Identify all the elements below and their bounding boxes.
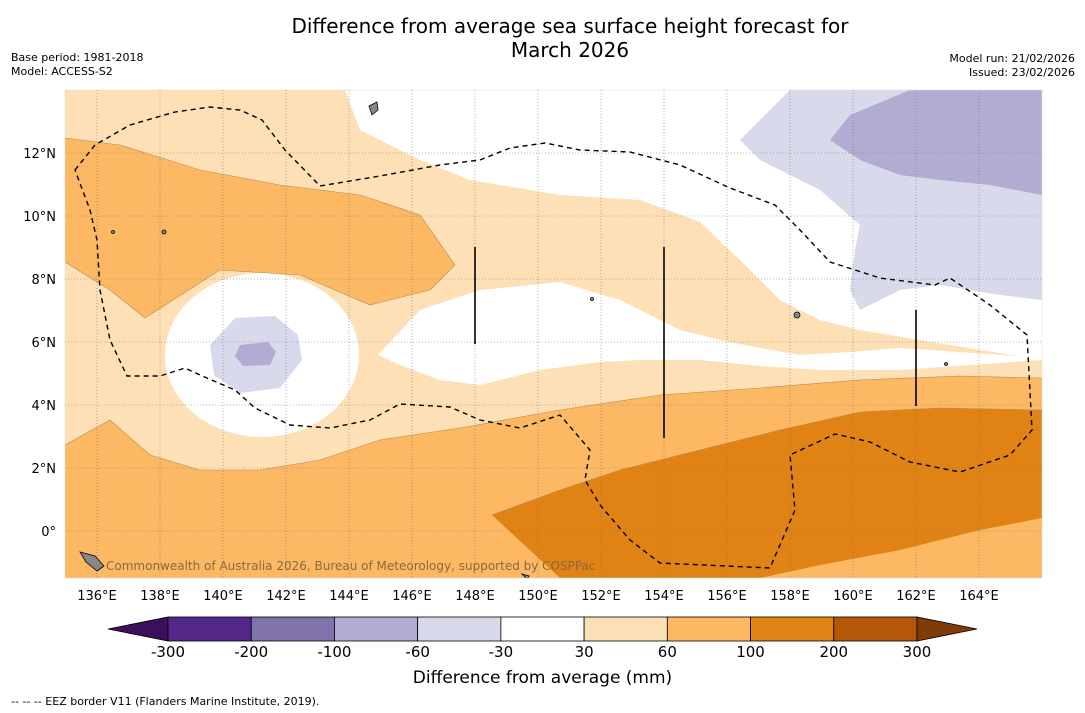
lon-tick-label: 138°E xyxy=(140,589,180,604)
colorbar-segment xyxy=(833,616,918,642)
lon-tick-label: 158°E xyxy=(770,589,810,604)
colorbar-segment xyxy=(750,616,835,642)
base-period: Base period: 1981-2018 xyxy=(11,51,144,64)
lon-tick-label: 150°E xyxy=(518,589,558,604)
title-line-2: March 2026 xyxy=(510,38,630,62)
colorbar-segment xyxy=(417,616,502,642)
title-line-1: Difference from average sea surface heig… xyxy=(291,14,849,38)
eez-legend-note: -- -- -- EEZ border V11 (Flanders Marine… xyxy=(11,695,320,708)
islands xyxy=(79,101,948,578)
anomaly-band-neg-60-100 xyxy=(830,90,1042,195)
model-run: Model run: 21/02/2026 xyxy=(949,52,1075,65)
colorbar-title: Difference from average (mm) xyxy=(412,668,673,688)
lon-tick-label: 148°E xyxy=(455,589,495,604)
model-run-info: Model run: 21/02/2026 Issued: 23/02/2026 xyxy=(949,52,1075,80)
anomaly-band-100-200 xyxy=(492,408,1042,578)
lat-tick-label: 4°N xyxy=(32,399,57,414)
anomaly-band-60-100 xyxy=(65,138,455,318)
map-field xyxy=(65,90,1042,578)
colorbar-tick-label: 30 xyxy=(574,643,594,661)
lon-tick-label: 156°E xyxy=(707,589,747,604)
lat-axis: 12°N 10°N 8°N 6°N 4°N 2°N 0° xyxy=(23,147,56,540)
lat-tick-label: 6°N xyxy=(32,336,57,351)
lon-tick-label: 162°E xyxy=(896,589,936,604)
colorbar-extend-high xyxy=(916,616,978,642)
contour-lines xyxy=(65,137,1042,516)
lat-tick-label: 10°N xyxy=(23,210,56,225)
lon-tick-label: 144°E xyxy=(329,589,369,604)
lon-axis: 136°E 138°E 140°E 142°E 144°E 146°E 148°… xyxy=(77,589,999,604)
lon-tick-label: 160°E xyxy=(833,589,873,604)
chart-title: Difference from average sea surface heig… xyxy=(220,14,920,62)
colorbar-segment xyxy=(583,616,668,642)
colorbar-segment xyxy=(167,616,252,642)
anomaly-band-neg-60-100 xyxy=(235,342,276,366)
colorbar-segment xyxy=(666,616,751,642)
lat-tick-label: 0° xyxy=(41,525,56,540)
colorbar-extend-low xyxy=(107,616,169,642)
lon-tick-label: 142°E xyxy=(266,589,306,604)
colorbar-tick-label: -60 xyxy=(405,643,430,661)
lat-tick-label: 12°N xyxy=(23,147,56,162)
anomaly-band-neutral xyxy=(378,90,1042,385)
model-name: Model: ACCESS-S2 xyxy=(11,65,113,78)
lon-tick-label: 152°E xyxy=(581,589,621,604)
base-period-info: Base period: 1981-2018 Model: ACCESS-S2 xyxy=(11,51,143,79)
colorbar-tick-label: 100 xyxy=(736,643,765,661)
credit-text: Commonwealth of Australia 2026, Bureau o… xyxy=(106,559,596,573)
lon-tick-label: 164°E xyxy=(959,589,999,604)
eez-borders xyxy=(74,106,1033,569)
lon-tick-label: 146°E xyxy=(392,589,432,604)
lat-tick-label: 2°N xyxy=(32,462,57,477)
colorbar-tick-label: -200 xyxy=(234,643,269,661)
lon-tick-label: 136°E xyxy=(77,589,117,604)
colorbar-segment xyxy=(500,616,585,642)
eez-boundary-segments xyxy=(474,247,917,438)
colorbar-tick-label: 200 xyxy=(819,643,849,661)
colorbar-tick-label: -100 xyxy=(317,643,352,661)
colorbar-segment xyxy=(250,616,335,642)
lon-tick-label: 140°E xyxy=(203,589,243,604)
colorbar-tick-label: 300 xyxy=(902,643,932,661)
colorbar xyxy=(107,616,978,642)
issued-date: Issued: 23/02/2026 xyxy=(968,66,1075,79)
colorbar-tick-label: -30 xyxy=(488,643,514,661)
lon-tick-label: 154°E xyxy=(644,589,684,604)
lat-tick-label: 8°N xyxy=(32,273,57,288)
colorbar-segment xyxy=(334,616,419,642)
colorbar-tick-label: 60 xyxy=(657,643,677,661)
map-frame xyxy=(64,89,1043,579)
colorbar-tick-label: -300 xyxy=(150,643,186,661)
